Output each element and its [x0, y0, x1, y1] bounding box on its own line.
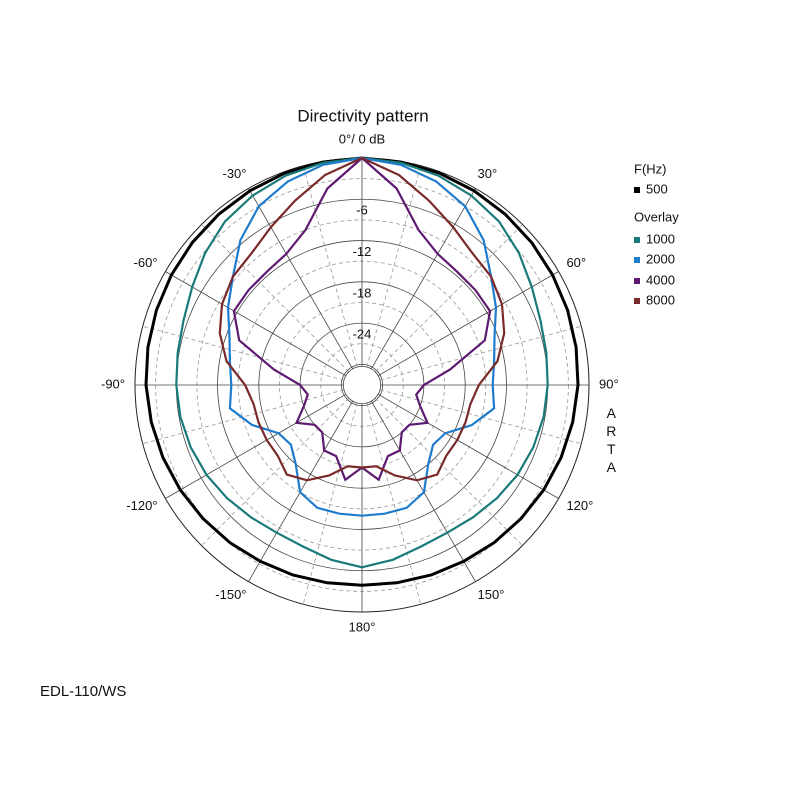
legend-title: F(Hz) [634, 161, 667, 176]
footer: EDL-110/WS [40, 683, 126, 700]
chart-title: Directivity pattern [297, 106, 428, 125]
r-tick-label: -6 [356, 203, 368, 218]
spoke [377, 271, 559, 377]
legend-label: 500 [646, 181, 668, 196]
spoke [370, 188, 476, 370]
theta-tick-label: 120° [566, 498, 593, 513]
r-tick-label: -18 [353, 285, 372, 300]
r-tick-label: -24 [353, 327, 372, 342]
theta-tick-label: -120° [126, 498, 157, 513]
theta-tick-label: 60° [566, 255, 586, 270]
legend-swatch [634, 187, 640, 193]
theta-tick-label: -30° [223, 166, 247, 181]
theta-tick-label: -60° [134, 255, 158, 270]
legend-subtitle: Overlay [634, 209, 679, 224]
theta-tick-label: -90° [101, 376, 125, 391]
theta-tick-label: 180° [349, 619, 376, 634]
legend-swatch [634, 257, 640, 263]
legend-swatch [634, 278, 640, 284]
theta-tick-label: 0°/ 0 dB [339, 131, 385, 146]
side-label: ARTA [603, 405, 619, 477]
spoke [165, 271, 347, 377]
legend-swatch [634, 298, 640, 304]
legend-label: 8000 [646, 292, 675, 307]
center-hole [342, 365, 382, 405]
theta-tick-label: -150° [215, 587, 246, 602]
theta-tick-label: 150° [478, 587, 505, 602]
legend-label: 1000 [646, 231, 675, 246]
spoke [165, 393, 347, 499]
spoke [377, 393, 559, 499]
theta-tick-label: 30° [478, 166, 498, 181]
legend-label: 2000 [646, 251, 675, 266]
series-line [218, 156, 506, 482]
theta-tick-label: 90° [599, 376, 619, 391]
spoke [248, 188, 354, 370]
legend-label: 4000 [646, 272, 675, 287]
legend-swatch [634, 237, 640, 243]
r-tick-label: -12 [353, 244, 372, 259]
